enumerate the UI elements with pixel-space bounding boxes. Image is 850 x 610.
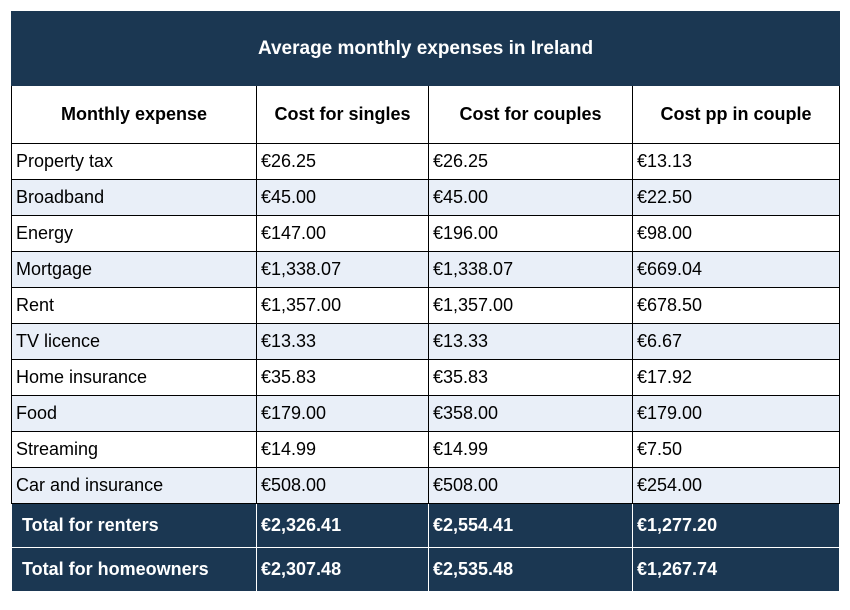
cost-singles: €147.00 — [256, 215, 429, 252]
cost-singles: €26.25 — [256, 143, 429, 180]
expense-name: Mortgage — [11, 251, 257, 288]
cost-pp-couple: €98.00 — [631, 215, 841, 252]
cost-couples: €35.83 — [428, 359, 633, 396]
expense-name: Food — [11, 395, 257, 432]
expense-name: TV licence — [11, 323, 257, 360]
total-cost-couples: €2,554.41 — [428, 503, 633, 548]
total-cost-pp-couple: €1,267.74 — [631, 547, 841, 592]
expenses-table-container: Average monthly expenses in Ireland Mont… — [10, 11, 841, 592]
column-header-monthly-expense: Monthly expense — [11, 85, 257, 144]
cost-pp-couple: €254.00 — [631, 467, 841, 504]
cost-pp-couple: €7.50 — [631, 431, 841, 468]
total-row-renters: Total for renters €2,326.41 €2,554.41 €1… — [11, 503, 841, 548]
cost-singles: €1,357.00 — [256, 287, 429, 324]
expense-name: Home insurance — [11, 359, 257, 396]
expense-name: Car and insurance — [11, 467, 257, 504]
column-header-cost-singles: Cost for singles — [256, 85, 429, 144]
total-row-homeowners: Total for homeowners €2,307.48 €2,535.48… — [11, 547, 841, 592]
expenses-table: Average monthly expenses in Ireland Mont… — [10, 11, 841, 592]
total-cost-singles: €2,307.48 — [256, 547, 429, 592]
cost-singles: €35.83 — [256, 359, 429, 396]
total-label: Total for renters — [11, 503, 257, 548]
cost-singles: €508.00 — [256, 467, 429, 504]
cost-singles: €179.00 — [256, 395, 429, 432]
cost-singles: €1,338.07 — [256, 251, 429, 288]
table-row: TV licence €13.33 €13.33 €6.67 — [11, 323, 841, 360]
cost-couples: €508.00 — [428, 467, 633, 504]
table-row: Rent €1,357.00 €1,357.00 €678.50 — [11, 287, 841, 324]
table-header-row: Monthly expense Cost for singles Cost fo… — [11, 85, 841, 144]
cost-pp-couple: €6.67 — [631, 323, 841, 360]
cost-pp-couple: €678.50 — [631, 287, 841, 324]
table-title-row: Average monthly expenses in Ireland — [10, 11, 841, 86]
total-label: Total for homeowners — [11, 547, 257, 592]
cost-couples: €358.00 — [428, 395, 633, 432]
cost-pp-couple: €13.13 — [631, 143, 841, 180]
cost-couples: €196.00 — [428, 215, 633, 252]
cost-singles: €14.99 — [256, 431, 429, 468]
table-row: Mortgage €1,338.07 €1,338.07 €669.04 — [11, 251, 841, 288]
cost-couples: €1,338.07 — [428, 251, 633, 288]
expense-name: Streaming — [11, 431, 257, 468]
table-row: Property tax €26.25 €26.25 €13.13 — [11, 143, 841, 180]
cost-singles: €13.33 — [256, 323, 429, 360]
cost-couples: €13.33 — [428, 323, 633, 360]
total-cost-singles: €2,326.41 — [256, 503, 429, 548]
total-cost-couples: €2,535.48 — [428, 547, 633, 592]
column-header-cost-couples: Cost for couples — [428, 85, 633, 144]
table-row: Food €179.00 €358.00 €179.00 — [11, 395, 841, 432]
expense-name: Property tax — [11, 143, 257, 180]
expense-name: Energy — [11, 215, 257, 252]
table-row: Car and insurance €508.00 €508.00 €254.0… — [11, 467, 841, 504]
column-header-cost-pp-couple: Cost pp in couple — [631, 85, 841, 144]
cost-pp-couple: €17.92 — [631, 359, 841, 396]
table-row: Broadband €45.00 €45.00 €22.50 — [11, 179, 841, 216]
cost-couples: €26.25 — [428, 143, 633, 180]
cost-singles: €45.00 — [256, 179, 429, 216]
cost-couples: €1,357.00 — [428, 287, 633, 324]
cost-pp-couple: €669.04 — [631, 251, 841, 288]
table-row: Streaming €14.99 €14.99 €7.50 — [11, 431, 841, 468]
table-title: Average monthly expenses in Ireland — [10, 11, 841, 86]
expense-name: Rent — [11, 287, 257, 324]
cost-pp-couple: €179.00 — [631, 395, 841, 432]
table-row: Energy €147.00 €196.00 €98.00 — [11, 215, 841, 252]
cost-pp-couple: €22.50 — [631, 179, 841, 216]
cost-couples: €14.99 — [428, 431, 633, 468]
expense-name: Broadband — [11, 179, 257, 216]
total-cost-pp-couple: €1,277.20 — [631, 503, 841, 548]
table-row: Home insurance €35.83 €35.83 €17.92 — [11, 359, 841, 396]
cost-couples: €45.00 — [428, 179, 633, 216]
